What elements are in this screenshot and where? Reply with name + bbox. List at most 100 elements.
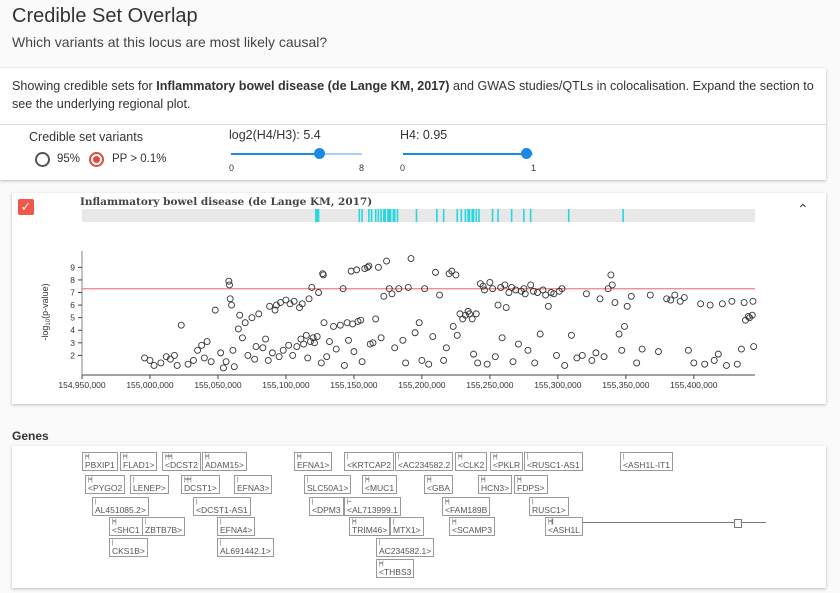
variant-point <box>319 271 327 279</box>
gene-label[interactable]: | AL691442.1> <box>217 538 274 557</box>
variant-point <box>157 359 165 367</box>
gene-label[interactable]: |=|=| DCST1> <box>181 475 220 494</box>
credible-set-mark <box>393 209 396 222</box>
study-checkbox[interactable]: ✓ <box>18 199 34 215</box>
gene-label[interactable]: |=| TRIM46> <box>349 517 391 536</box>
variant-point <box>710 356 718 364</box>
gene-name: MTX1> <box>393 525 421 535</box>
gene-label[interactable]: |=|=| <DCST2 <box>162 452 201 471</box>
log2-slider-track[interactable] <box>231 148 362 159</box>
gene-label[interactable]: | EFNA4> <box>217 517 256 536</box>
variant-point <box>638 345 646 353</box>
gene-name: EFNA4> <box>220 525 253 535</box>
variant-point <box>146 356 154 364</box>
variant-point <box>230 363 238 371</box>
gene-label[interactable]: |=| <SCAMP3 <box>449 517 495 536</box>
gene-label[interactable]: | ZBTB7B> <box>142 517 186 536</box>
variant-point <box>407 255 415 262</box>
gene-label[interactable]: |=| <THBS3 <box>376 559 415 578</box>
gene-name: TRIM46> <box>352 525 388 535</box>
variant-point <box>520 285 528 293</box>
gene-label[interactable]: |=| <SHC1 <box>109 517 143 536</box>
variant-point <box>244 351 252 359</box>
description-study: Inflammatory bowel disease (de Lange KM,… <box>156 79 450 93</box>
gene-label[interactable]: |=| HCN3> <box>478 475 513 494</box>
gene-label[interactable]: | <AC234582.2 <box>395 452 454 471</box>
gene-label[interactable]: | SLC50A1> <box>304 475 352 494</box>
chevron-up-icon[interactable]: ⌃ <box>797 201 809 217</box>
y-tick-label: 6 <box>70 300 75 310</box>
credible-set-band <box>82 209 755 222</box>
gene-label[interactable]: | RUSC1> <box>529 497 569 516</box>
gene-label[interactable]: | <ASH1L-IT1 <box>620 452 674 471</box>
variant-point <box>190 356 197 364</box>
variant-point <box>317 359 325 367</box>
variant-point <box>377 334 385 342</box>
variant-point <box>722 362 730 369</box>
variant-point <box>372 315 380 323</box>
gene-label[interactable]: | CKS1B> <box>109 538 148 557</box>
variant-point <box>325 338 333 346</box>
h4-slider-thumb[interactable] <box>521 148 532 159</box>
variant-point <box>391 344 399 352</box>
gene-name: <AL713999.1 <box>347 505 398 515</box>
gene-label[interactable]: |--- <AL713999.1 <box>344 497 401 516</box>
variant-point <box>388 290 396 298</box>
gene-label[interactable]: |=| <PYGO2 <box>85 475 126 494</box>
description-text: Showing credible sets for Inflammatory b… <box>12 77 818 113</box>
variant-point <box>489 285 497 293</box>
gene-structure: |=|=| <box>184 477 192 483</box>
gene-label[interactable]: |=| FLAD1> <box>120 452 158 471</box>
credible-set-mark <box>361 209 363 222</box>
gene-label[interactable]: |=| <CLK2 <box>455 452 488 471</box>
variant-point <box>429 333 437 340</box>
h4-slider-track[interactable] <box>403 148 533 159</box>
radio-pp-circle[interactable] <box>89 152 104 167</box>
gene-label[interactable]: |=| <MUC1 <box>362 475 398 494</box>
radio-95-circle[interactable] <box>35 152 50 167</box>
gene-label[interactable]: |=| EFNA1> <box>294 452 333 471</box>
gene-label[interactable]: | EFNA3> <box>234 475 273 494</box>
gene-label[interactable]: |=| <GBA <box>424 475 453 494</box>
gene-structure: |=| <box>493 454 498 460</box>
variant-point <box>173 362 181 369</box>
credible-set-mark <box>529 209 532 222</box>
gene-label[interactable]: | <RUSC1-AS1 <box>524 452 583 471</box>
gene-structure: |=| <box>352 519 357 525</box>
variant-point <box>618 346 626 354</box>
gene-label[interactable]: | <DCST1-AS1 <box>193 497 251 516</box>
variant-point <box>509 358 517 366</box>
gene-label[interactable]: | LENEP> <box>130 475 169 494</box>
gene-label[interactable]: | AL451085.2> <box>92 497 149 516</box>
variant-point <box>203 338 211 346</box>
variant-point <box>304 354 312 362</box>
variant-point <box>365 262 373 270</box>
variant-point <box>266 302 274 310</box>
variant-point <box>248 314 256 322</box>
gene-label[interactable]: |=| <PKLR <box>490 452 524 471</box>
gene-structure: | <box>527 454 529 460</box>
gene-label[interactable]: | AC234582.1> <box>376 538 435 557</box>
gene-label[interactable]: |=| FDPS> <box>514 475 548 494</box>
gene-label[interactable]: |=| <FAM189B <box>442 497 491 516</box>
variant-point <box>277 299 284 307</box>
variant-point <box>226 281 233 289</box>
variant-point <box>211 306 219 314</box>
radio-pp[interactable]: PP > 0.1% <box>89 152 179 168</box>
x-tick-label: 155,050,000 <box>194 380 242 390</box>
gene-label[interactable]: | <DPM3 <box>309 497 344 516</box>
gene-name: <SCAMP3 <box>452 525 492 535</box>
variant-point <box>320 319 328 327</box>
y-axis-label-tail: (p-value) <box>40 283 50 319</box>
gene-label[interactable]: |=| ADAM15> <box>202 452 247 471</box>
log2-slider-thumb[interactable] <box>313 148 325 159</box>
gene-label[interactable]: | <KRTCAP2 <box>344 452 395 471</box>
gene-label[interactable]: |=| PBXIP1 <box>82 452 118 471</box>
variant-point <box>498 334 506 342</box>
radio-95[interactable]: 95% <box>35 152 95 168</box>
gene-label[interactable]: |=||| <ASH1L <box>545 517 583 536</box>
gene-label[interactable]: | MTX1> <box>390 517 424 536</box>
gene-structure: | <box>532 499 534 505</box>
x-tick-label: 155,350,000 <box>602 380 650 390</box>
variant-point <box>588 356 596 364</box>
